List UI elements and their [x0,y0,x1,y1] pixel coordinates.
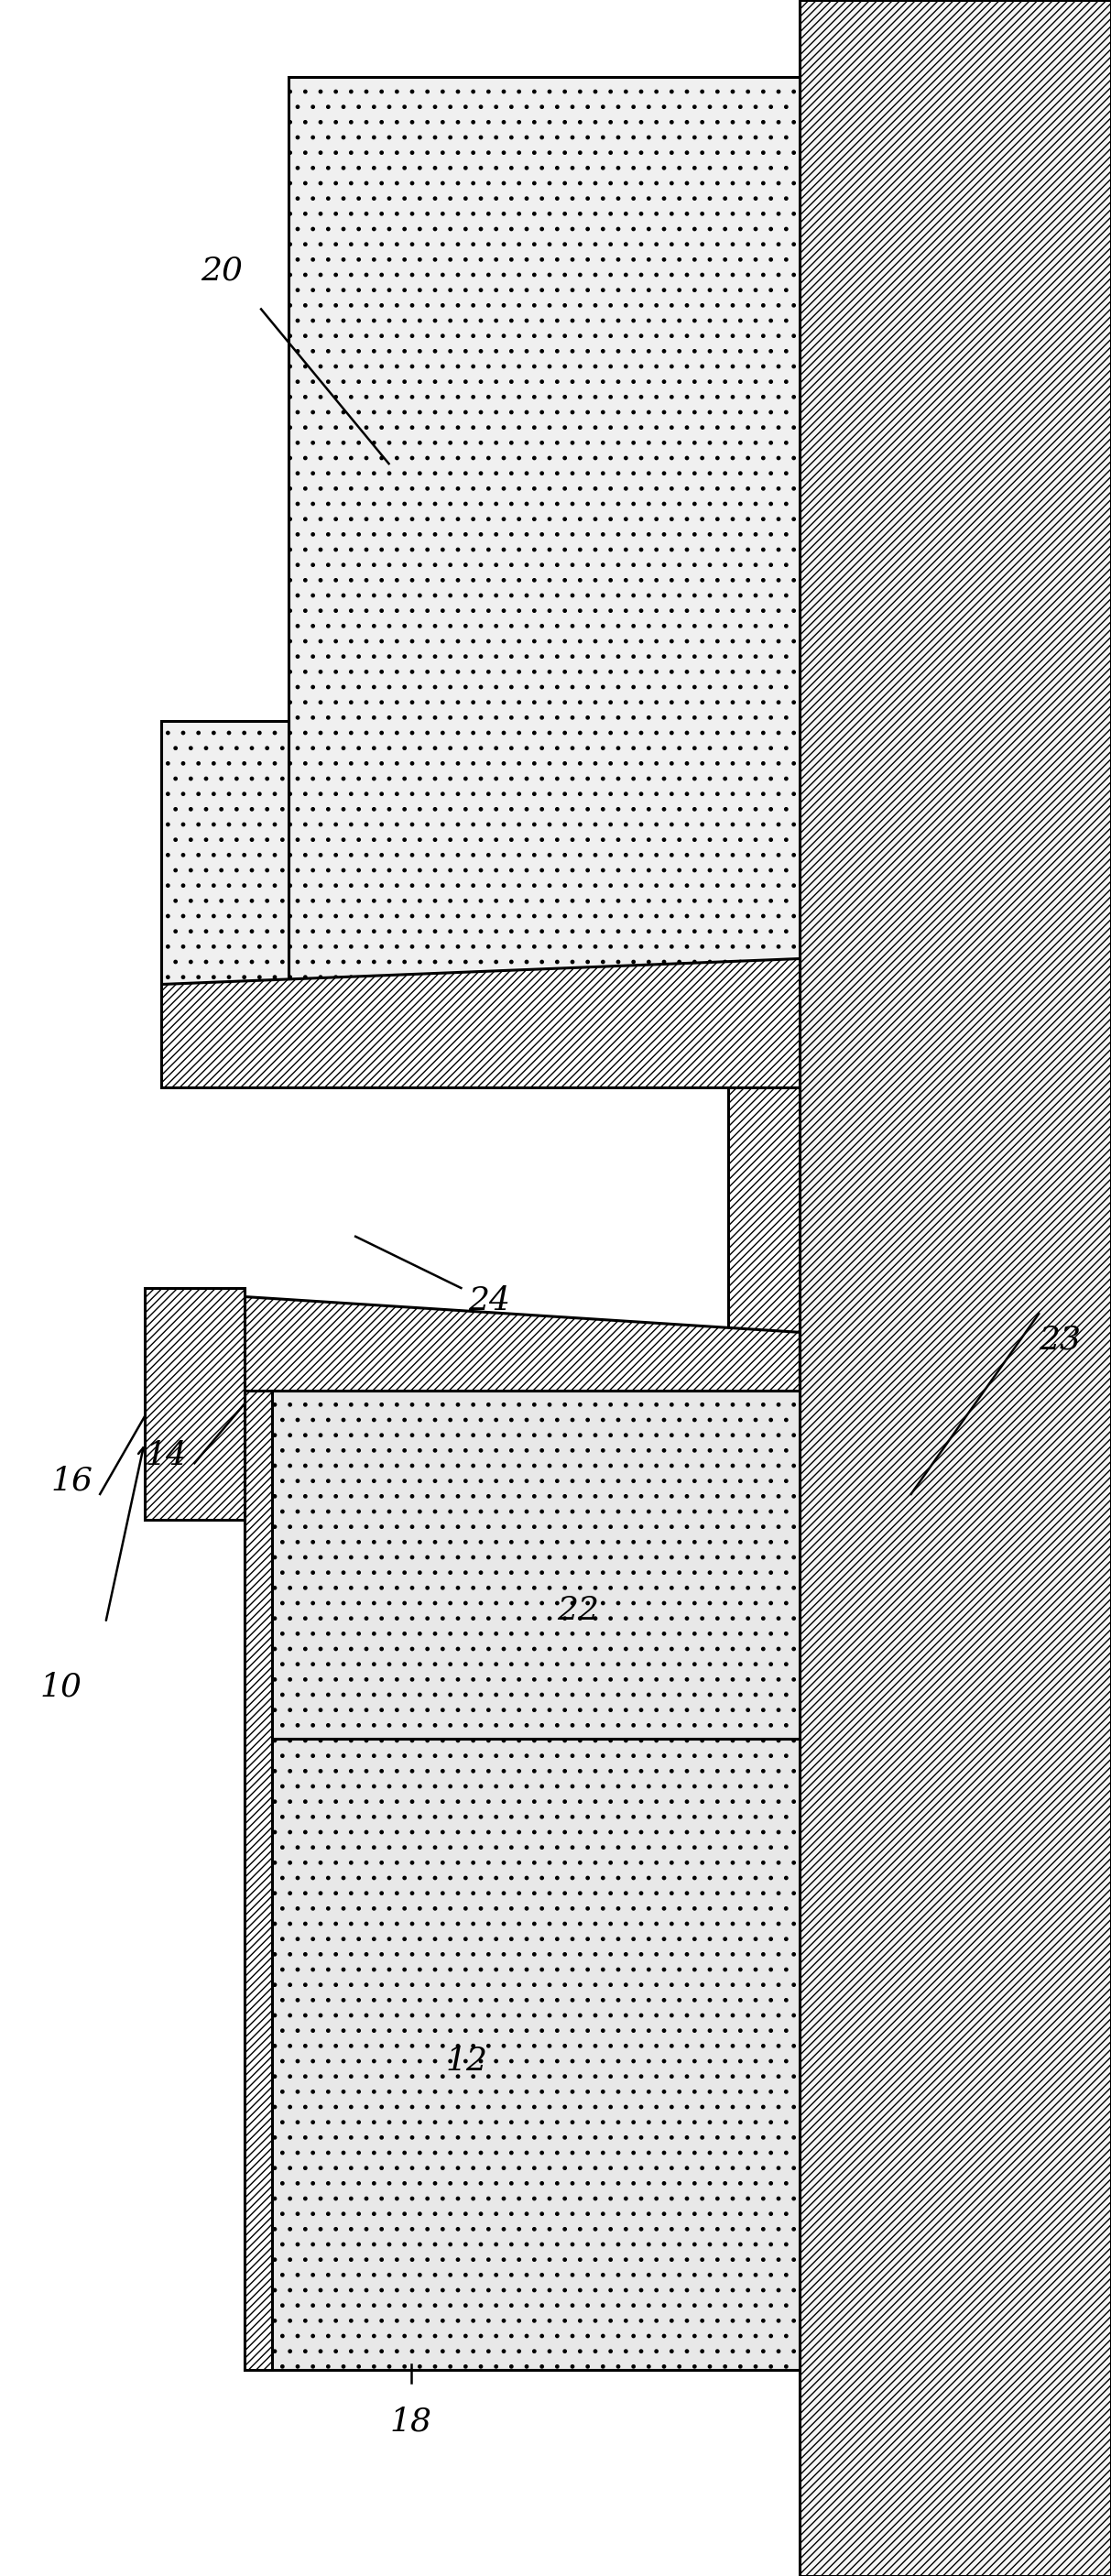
Text: 24: 24 [468,1285,510,1316]
Text: 22: 22 [557,1595,599,1625]
Bar [161,721,289,992]
Bar [244,1391,800,1739]
Text: 16: 16 [51,1466,93,1497]
Bar [244,1739,800,2370]
Bar [728,1087,800,1391]
Text: 10: 10 [40,1672,82,1703]
Bar [800,0,1111,2576]
Bar [244,1391,272,2370]
Bar [289,77,800,1082]
Polygon shape [161,958,800,1087]
Text: 14: 14 [146,1440,188,1471]
Text: 18: 18 [390,2406,432,2437]
Text: 20: 20 [201,255,243,286]
Text: 23: 23 [1039,1324,1081,1355]
Polygon shape [189,1293,800,1391]
Text: 12: 12 [446,2045,488,2076]
Bar [144,1288,244,1520]
Bar [289,77,800,1082]
Bar [161,721,289,992]
Bar [244,1391,800,1739]
